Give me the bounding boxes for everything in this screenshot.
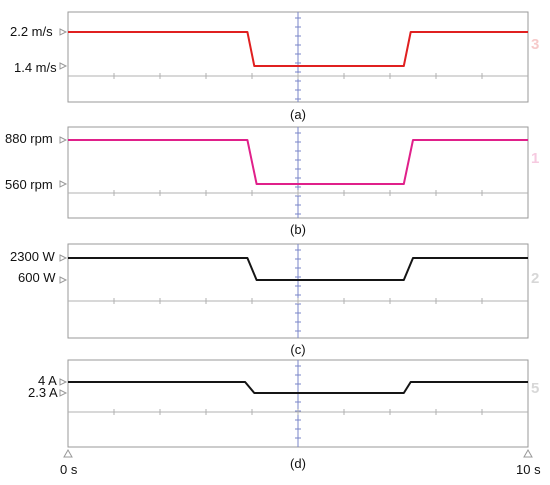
level-label-b-low: 560 rpm xyxy=(5,177,53,192)
caption-d: (d) xyxy=(290,456,306,471)
level-marker-c-low xyxy=(59,276,68,284)
waveform-line-b xyxy=(68,139,528,185)
caption-a: (a) xyxy=(290,107,306,122)
level-label-d-low: 2.3 A xyxy=(28,385,58,400)
waveform-line-d xyxy=(68,381,528,394)
level-marker-a-high xyxy=(59,28,68,36)
level-label-c-high: 2300 W xyxy=(10,249,55,264)
level-marker-b-high xyxy=(59,136,68,144)
level-label-a-low: 1.4 m/s xyxy=(14,60,57,75)
level-marker-b-low xyxy=(59,180,68,188)
level-label-a-high: 2.2 m/s xyxy=(10,24,53,39)
time-start-marker xyxy=(63,448,73,458)
level-label-b-high: 880 rpm xyxy=(5,131,53,146)
time-end-label: 10 s xyxy=(516,462,541,477)
level-label-d-high: 4 A xyxy=(38,373,57,388)
channel-number-c: 2 xyxy=(531,270,540,287)
level-marker-a-low xyxy=(59,62,68,70)
level-marker-d-low xyxy=(59,389,68,397)
level-marker-c-high xyxy=(59,254,68,262)
level-label-c-low: 600 W xyxy=(18,270,56,285)
waveform-line-c xyxy=(68,257,528,281)
time-end-marker xyxy=(523,448,533,458)
channel-number-d: 5 xyxy=(531,380,540,397)
channel-number-b: 1 xyxy=(531,150,540,167)
waveform-line-a xyxy=(68,31,528,67)
caption-b: (b) xyxy=(290,222,306,237)
time-start-label: 0 s xyxy=(60,462,78,477)
channel-number-a: 3 xyxy=(531,36,540,53)
level-marker-d-high xyxy=(59,378,68,386)
caption-c: (c) xyxy=(290,342,306,357)
